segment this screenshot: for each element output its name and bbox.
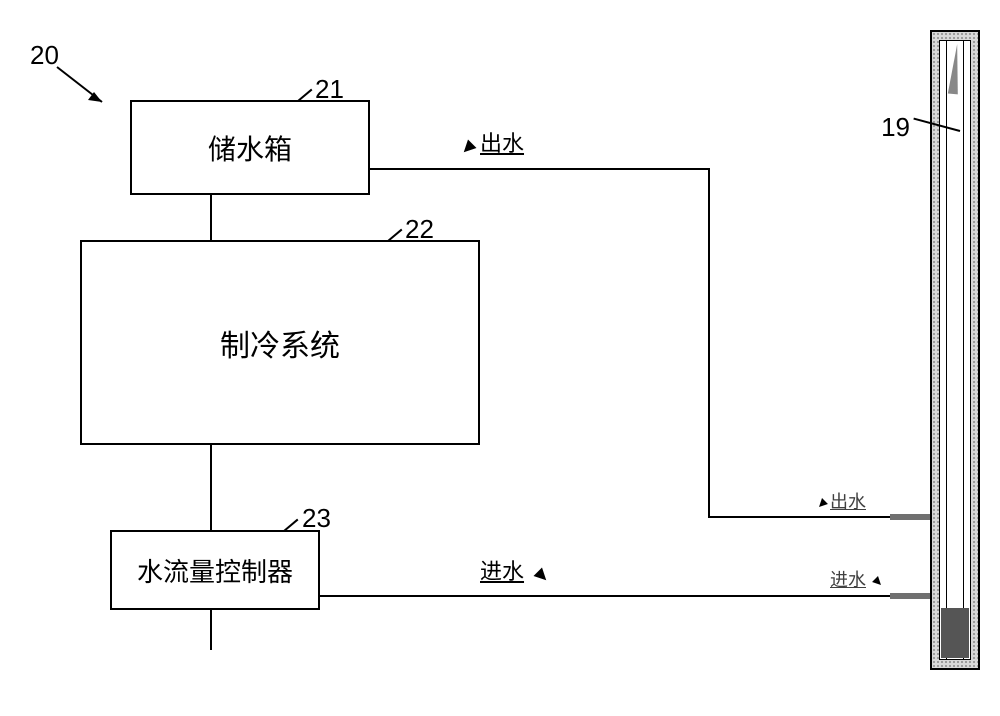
- water-tank-label: 储水箱: [208, 128, 292, 168]
- outlet-line-h2: [708, 516, 890, 518]
- flow-controller-box: 水流量控制器: [110, 530, 320, 610]
- flowctrl-bottom-line: [210, 610, 212, 650]
- outlet-connector: [890, 514, 932, 520]
- apparatus-inner-tube: [946, 40, 964, 660]
- cooling-system-label: 制冷系统: [220, 321, 340, 365]
- inlet-label-right: 进水: [830, 566, 866, 592]
- flow-ctrl-number: 23: [302, 503, 331, 534]
- apparatus-number: 19: [881, 112, 910, 143]
- outlet-label-top: 出水: [480, 126, 524, 158]
- outlet-line-v1: [708, 168, 710, 518]
- inlet-arrow-mid: [534, 568, 551, 585]
- outlet-label-right: 出水: [830, 488, 866, 514]
- cooling-system-box: 制冷系统: [80, 240, 480, 445]
- tank-number: 21: [315, 74, 344, 105]
- outlet-arrow-right: [816, 498, 828, 510]
- cooling-to-flowctrl-line: [210, 445, 212, 530]
- tank-to-cooling-line: [210, 195, 212, 240]
- water-tank-box: 储水箱: [130, 100, 370, 195]
- outlet-arrow-top: [460, 140, 477, 157]
- flow-controller-label: 水流量控制器: [137, 552, 293, 589]
- cooling-number: 22: [405, 214, 434, 245]
- inlet-line-h: [320, 595, 890, 597]
- system-arrow: [52, 62, 112, 112]
- apparatus-bottom-fill: [941, 608, 969, 658]
- outlet-line-h1: [370, 168, 710, 170]
- inlet-connector: [890, 593, 932, 599]
- inlet-arrow-right: [872, 576, 884, 588]
- inlet-label-mid: 进水: [480, 554, 524, 586]
